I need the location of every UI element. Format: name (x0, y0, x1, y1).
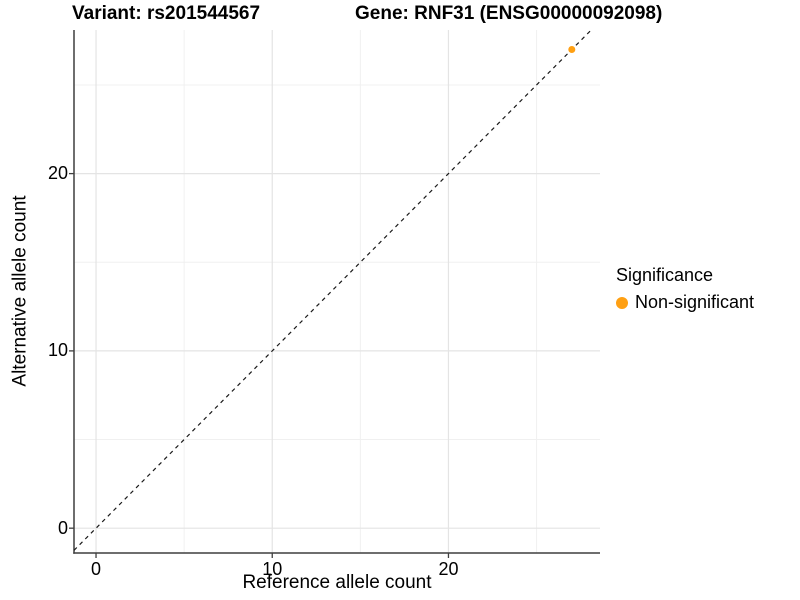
legend-title: Significance (616, 265, 714, 285)
y-tick-label: 20 (47, 163, 68, 184)
legend-item: Non-significant (616, 292, 754, 313)
legend-item-label: Non-significant (635, 292, 755, 312)
identity-dashed-line (73, 29, 592, 551)
x-tick-label: 20 (438, 559, 459, 579)
legend-key-dot-icon (616, 296, 628, 309)
x-tick-label: 10 (262, 559, 283, 579)
plot-title-gene: Gene: RNF31 (ENSG00000092098) (355, 3, 663, 24)
legend-items: Non-significant (616, 292, 754, 313)
x-axis-title: Reference allele count (242, 572, 432, 593)
x-tick-label: 0 (91, 559, 102, 579)
plot-title-variant: Variant: rs201544567 (72, 3, 261, 24)
y-tick-label: 10 (47, 340, 68, 361)
legend: Significance Non-significant (616, 265, 754, 313)
y-axis-title: Alternative allele count (9, 195, 31, 387)
y-tick-label: 0 (57, 517, 68, 538)
data-point-non-significant (568, 46, 576, 54)
